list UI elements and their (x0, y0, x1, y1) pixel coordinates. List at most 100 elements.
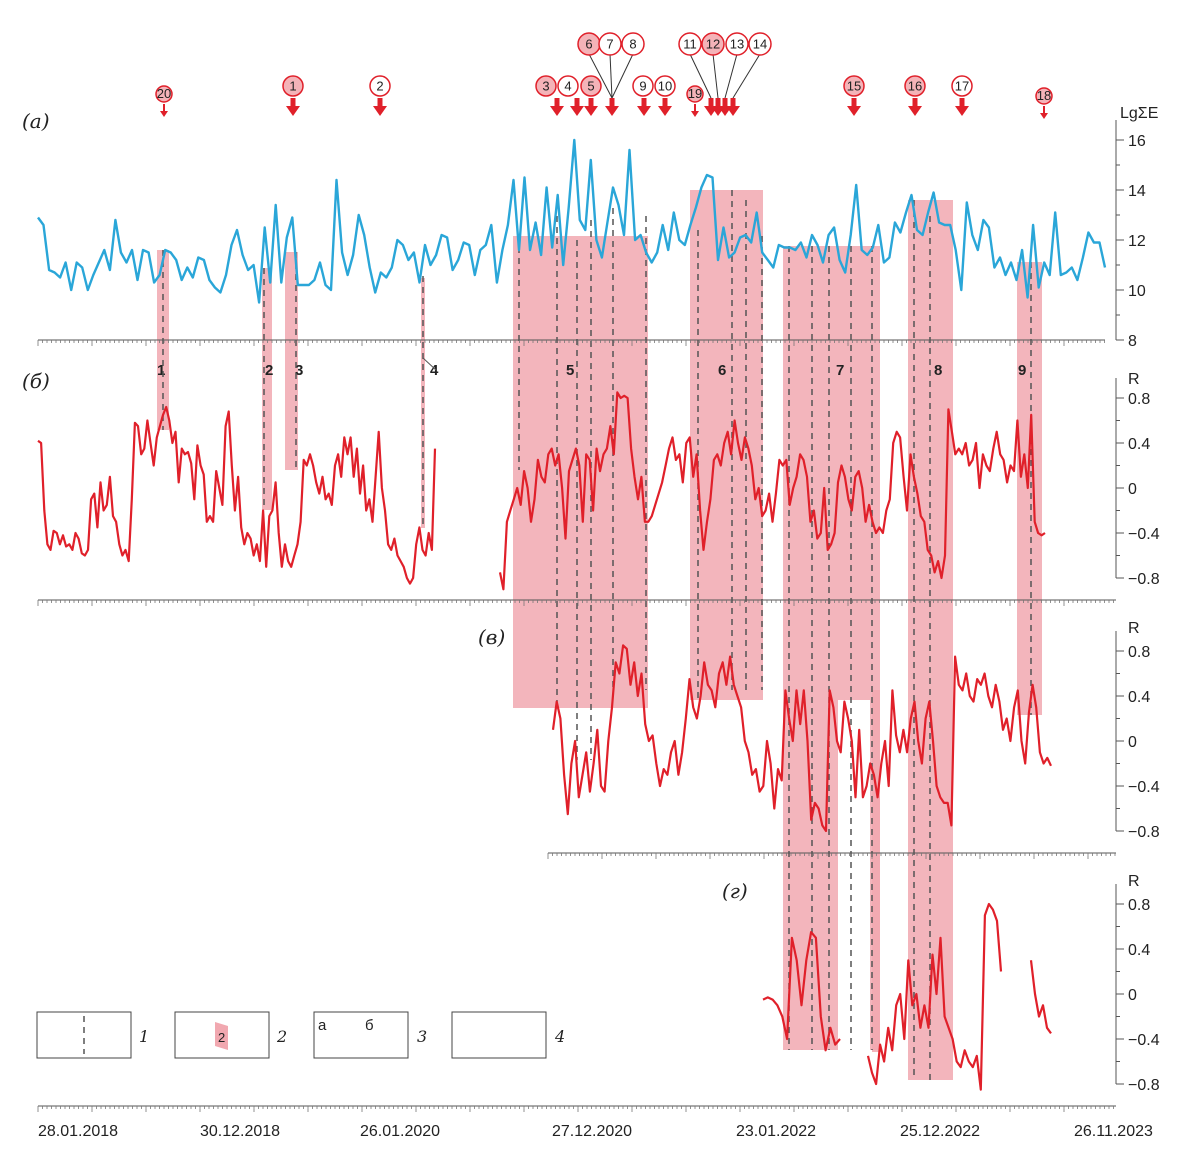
event-label: 7 (606, 37, 613, 52)
event-leader (611, 53, 634, 99)
y-tick-label: 0.8 (1128, 391, 1150, 408)
y-tick-label: 0 (1128, 987, 1137, 1004)
event-label: 17 (955, 79, 969, 94)
panel-label-b: (б) (22, 369, 50, 393)
event-label: 3 (542, 79, 549, 94)
event-arrow (722, 98, 728, 108)
axes: 161412108LgΣE0.80.40−0.4−0.8R0.80.40−0.4… (37, 105, 1160, 1112)
legend-number: 2 (276, 1027, 287, 1046)
event-arrow (290, 98, 296, 108)
date-label: 28.01.2018 (38, 1123, 118, 1140)
event-arrow (554, 98, 560, 108)
event-arrow (574, 98, 580, 108)
y-tick-label: −0.8 (1128, 571, 1160, 588)
event-label: 11 (683, 37, 697, 52)
event-arrowhead (908, 106, 922, 116)
y-axis-label: R (1128, 371, 1140, 388)
event-marker (1035, 87, 1053, 105)
y-tick-label: 8 (1128, 333, 1137, 350)
event-label: 4 (564, 79, 571, 94)
series-line (37, 138, 1107, 304)
event-arrow (730, 98, 736, 108)
event-marker (632, 75, 654, 97)
y-tick-label: 0.4 (1128, 436, 1150, 453)
event-arrowhead (658, 106, 672, 116)
event-arrowhead (570, 106, 584, 116)
shaded-zone (690, 190, 763, 700)
zone-label: 2 (265, 362, 273, 379)
event-marker (725, 32, 749, 56)
event-marker (369, 75, 391, 97)
event-arrow (377, 98, 383, 108)
shaded-zone (1017, 262, 1042, 715)
event-label: 10 (658, 79, 672, 94)
event-marker (843, 75, 865, 97)
shaded-zones: 1 2 3 4 5 6 7 8 9 (157, 190, 1042, 1080)
event-label: 2 (376, 79, 383, 94)
event-arrowhead (1040, 113, 1048, 119)
y-axis-label: R (1128, 873, 1140, 890)
series-line (762, 930, 841, 1052)
legend-number: 3 (417, 1027, 427, 1046)
shaded-zone (872, 690, 880, 1052)
event-arrow (708, 98, 714, 108)
event-marker (155, 85, 173, 103)
event-arrow (912, 98, 918, 108)
zone-label: 1 (157, 362, 165, 379)
date-label: 23.01.2022 (736, 1123, 816, 1140)
event-marker (654, 75, 676, 97)
series-line (1029, 960, 1052, 1035)
event-label: 5 (587, 79, 594, 94)
event-leader (712, 53, 719, 99)
event-marker (282, 75, 304, 97)
leader-line (422, 357, 437, 371)
y-axis-label: R (1128, 620, 1140, 637)
date-label: 26.11.2023 (1074, 1123, 1153, 1140)
event-marker (557, 75, 579, 97)
y-tick-label: −0.4 (1128, 1032, 1160, 1049)
event-marker (701, 32, 725, 56)
zone-label: 4 (430, 362, 439, 379)
event-arrowhead (847, 106, 861, 116)
event-arrowhead (373, 106, 387, 116)
event-marker (598, 32, 622, 56)
event-marker (951, 75, 973, 97)
y-tick-label: 12 (1128, 233, 1146, 250)
dashed-lines (162, 190, 1032, 1080)
panel-label-d: (г) (722, 879, 748, 903)
legend-inner-label: 2 (218, 1030, 225, 1045)
event-arrowhead (605, 106, 619, 116)
event-arrowhead (550, 106, 564, 116)
zone-label: 3 (295, 362, 303, 379)
event-label: 16 (908, 79, 922, 94)
y-axis-label: LgΣE (1120, 105, 1158, 122)
event-arrowhead (160, 111, 168, 117)
event-label: 6 (585, 37, 592, 52)
event-arrowhead (637, 106, 651, 116)
event-label: 13 (730, 37, 744, 52)
y-tick-label: 0.4 (1128, 689, 1150, 706)
zone-label: 7 (836, 362, 844, 379)
y-tick-label: 0.8 (1128, 644, 1150, 661)
event-label: 8 (629, 37, 636, 52)
date-label: 25.12.2022 (900, 1123, 980, 1140)
event-arrowhead (691, 111, 699, 117)
zone-label: 5 (566, 362, 574, 379)
event-label: 12 (706, 37, 720, 52)
event-marker (621, 32, 645, 56)
event-leader (724, 53, 738, 99)
zone-label: 8 (934, 362, 942, 379)
panel-label-c: (в) (478, 625, 505, 649)
event-label: 20 (157, 86, 171, 101)
y-tick-label: −0.8 (1128, 824, 1160, 841)
event-marker (678, 32, 702, 56)
event-label: 19 (688, 86, 702, 101)
event-arrow (959, 98, 965, 108)
event-label: 15 (847, 79, 861, 94)
y-tick-label: −0.4 (1128, 526, 1160, 543)
y-tick-label: −0.8 (1128, 1077, 1160, 1094)
event-leader (689, 53, 712, 99)
event-arrowhead (584, 106, 598, 116)
event-arrow (641, 98, 647, 108)
